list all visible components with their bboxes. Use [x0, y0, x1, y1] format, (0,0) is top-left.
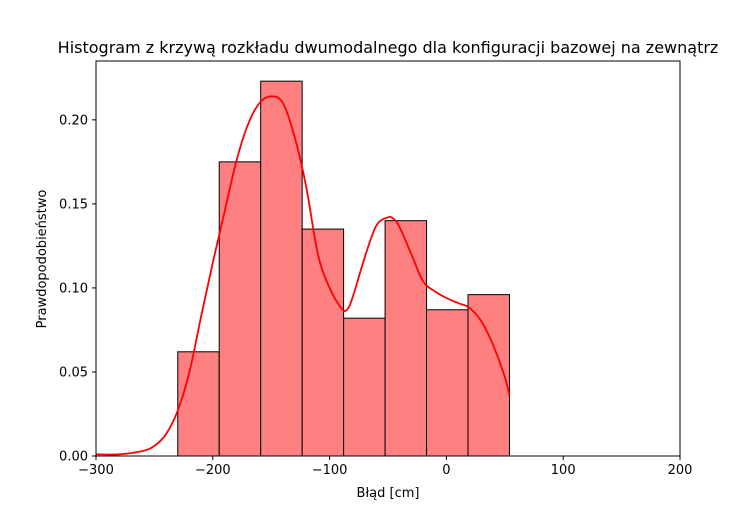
x-tick-label: −100	[312, 463, 348, 478]
y-axis-label: Prawdopodobieństwo	[35, 190, 50, 329]
y-tick-label: 0.15	[59, 197, 88, 212]
x-tick-label: 0	[442, 463, 450, 478]
histogram-bars	[177, 80, 510, 457]
histogram-bar-5	[384, 220, 428, 457]
x-tick-label: −200	[195, 463, 231, 478]
x-tick-label: 200	[668, 463, 693, 478]
kde-curve-line	[95, 95, 511, 456]
histogram-bar-7	[467, 294, 510, 457]
histogram-bar-3	[301, 228, 345, 457]
x-axis-label: Błąd [cm]	[357, 486, 420, 501]
y-axis-ticks: 0.00 0.05 0.10 0.15 0.20	[59, 113, 96, 465]
y-tick-label: 0.20	[59, 113, 88, 128]
histogram-bar-6	[426, 309, 469, 457]
x-axis-ticks: −300 −200 −100 0 100 200	[78, 456, 692, 478]
plot-frame	[95, 60, 681, 457]
y-tick-label: 0.00	[59, 450, 88, 465]
histogram-bar-4	[343, 317, 386, 457]
histogram-bar-1	[218, 161, 262, 457]
x-tick-label: 100	[551, 463, 576, 478]
x-tick-label: −300	[78, 463, 114, 478]
histogram-bar-2	[260, 80, 303, 457]
chart-title: Histogram z krzywą rozkładu dwumodalnego…	[58, 38, 719, 57]
kde-curve-group	[95, 95, 511, 456]
y-tick-label: 0.05	[59, 365, 88, 380]
y-tick-label: 0.10	[59, 281, 88, 296]
histogram-bar-0	[177, 351, 220, 457]
